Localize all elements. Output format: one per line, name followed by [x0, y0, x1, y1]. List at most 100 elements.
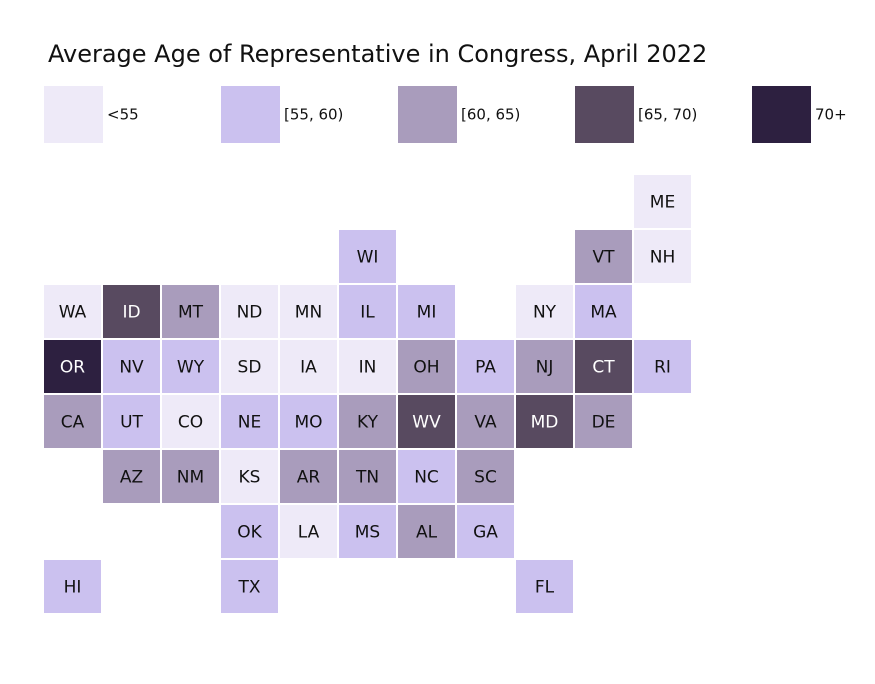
state-tile: MT — [162, 285, 219, 338]
legend-swatch — [398, 86, 457, 143]
state-tile-label: CO — [178, 413, 203, 433]
state-tile-fill — [221, 340, 278, 393]
state-tile: NM — [162, 450, 219, 503]
state-tile-label: CA — [61, 413, 85, 433]
legend-label: <55 — [107, 106, 139, 124]
state-tile-label: AL — [416, 523, 438, 543]
state-tile-fill — [339, 230, 396, 283]
state-tile-fill — [221, 395, 278, 448]
state-tile-fill — [162, 285, 219, 338]
state-tile: IL — [339, 285, 396, 338]
state-tile-fill — [103, 285, 160, 338]
state-tile: VA — [457, 395, 514, 448]
state-tile: OR — [44, 340, 101, 393]
state-tile-label: MS — [355, 523, 380, 543]
state-tile-fill — [457, 505, 514, 558]
state-tile: CT — [575, 340, 632, 393]
state-tile-label: KS — [239, 468, 261, 488]
state-tile-label: MT — [178, 303, 204, 323]
state-tile-label: WY — [177, 358, 205, 378]
state-tile: SD — [221, 340, 278, 393]
state-tile-fill — [339, 450, 396, 503]
state-tile: WA — [44, 285, 101, 338]
legend-swatch — [752, 86, 811, 143]
state-tile-label: NM — [177, 468, 204, 488]
state-tile-fill — [221, 285, 278, 338]
state-tile-label: OR — [60, 358, 85, 378]
state-tile-label: SD — [238, 358, 262, 378]
state-tile-label: NY — [533, 303, 557, 323]
state-tiles: ME WI VT NH WA ID MT ND MN IL MI NY MA OR NV WY SD IA IN OH… — [44, 175, 691, 613]
state-tile-fill — [44, 340, 101, 393]
state-tile-label: LA — [298, 523, 320, 543]
state-tile-fill — [398, 285, 455, 338]
state-tile-label: IN — [359, 358, 377, 378]
state-tile-fill — [44, 395, 101, 448]
state-tile: WV — [398, 395, 455, 448]
state-tile-label: ID — [122, 303, 140, 323]
state-tile: KY — [339, 395, 396, 448]
state-tile-label: NE — [238, 413, 261, 433]
state-tile: NH — [634, 230, 691, 283]
state-tile: OH — [398, 340, 455, 393]
legend-swatch — [44, 86, 103, 143]
state-tile: TN — [339, 450, 396, 503]
state-tile-fill — [398, 395, 455, 448]
state-tile-label: PA — [475, 358, 496, 378]
state-tile: MI — [398, 285, 455, 338]
state-tile: MD — [516, 395, 573, 448]
state-tile: RI — [634, 340, 691, 393]
state-tile-fill — [457, 395, 514, 448]
state-tile-fill — [634, 175, 691, 228]
state-tile-fill — [103, 450, 160, 503]
state-tile-fill — [103, 395, 160, 448]
state-tile-fill — [103, 340, 160, 393]
state-tile: IA — [280, 340, 337, 393]
state-tile: UT — [103, 395, 160, 448]
state-tile-fill — [280, 505, 337, 558]
state-tile-label: TX — [237, 578, 260, 598]
state-tile: HI — [44, 560, 101, 613]
state-tile-fill — [280, 450, 337, 503]
state-tile-fill — [280, 395, 337, 448]
state-tile-label: VT — [592, 248, 615, 268]
state-tile-label: ME — [650, 193, 675, 213]
legend-label: [55, 60) — [284, 106, 343, 124]
state-tile-label: RI — [654, 358, 671, 378]
state-tile: AL — [398, 505, 455, 558]
state-tile-label: AZ — [120, 468, 143, 488]
state-tile: ME — [634, 175, 691, 228]
state-tile: OK — [221, 505, 278, 558]
chart-title: Average Age of Representative in Congres… — [48, 40, 707, 68]
legend: <55 [55, 60) [60, 65) [65, 70) 70+ — [44, 86, 847, 143]
state-tile-label: NV — [119, 358, 144, 378]
state-tile-fill — [339, 395, 396, 448]
state-tile-fill — [221, 450, 278, 503]
state-tile: AZ — [103, 450, 160, 503]
state-tile-fill — [162, 450, 219, 503]
state-tile-fill — [162, 340, 219, 393]
state-tile-label: NH — [650, 248, 676, 268]
state-tile-label: IA — [300, 358, 317, 378]
state-tile: ND — [221, 285, 278, 338]
state-tile-fill — [634, 340, 691, 393]
state-tile: MN — [280, 285, 337, 338]
state-tile: KS — [221, 450, 278, 503]
state-tile-fill — [280, 285, 337, 338]
state-tile: CO — [162, 395, 219, 448]
state-tile: NJ — [516, 340, 573, 393]
state-tile: LA — [280, 505, 337, 558]
state-tile-label: WI — [357, 248, 379, 268]
state-tile-label: MI — [417, 303, 437, 323]
state-tile-label: WV — [412, 413, 441, 433]
state-tile-label: UT — [120, 413, 143, 433]
state-tile: GA — [457, 505, 514, 558]
state-tile: NC — [398, 450, 455, 503]
state-tile-label: HI — [64, 578, 82, 598]
state-tile: WY — [162, 340, 219, 393]
state-tile: MA — [575, 285, 632, 338]
state-tile: WI — [339, 230, 396, 283]
state-tile-label: SC — [474, 468, 497, 488]
state-tile-fill — [280, 340, 337, 393]
legend-swatch — [575, 86, 634, 143]
